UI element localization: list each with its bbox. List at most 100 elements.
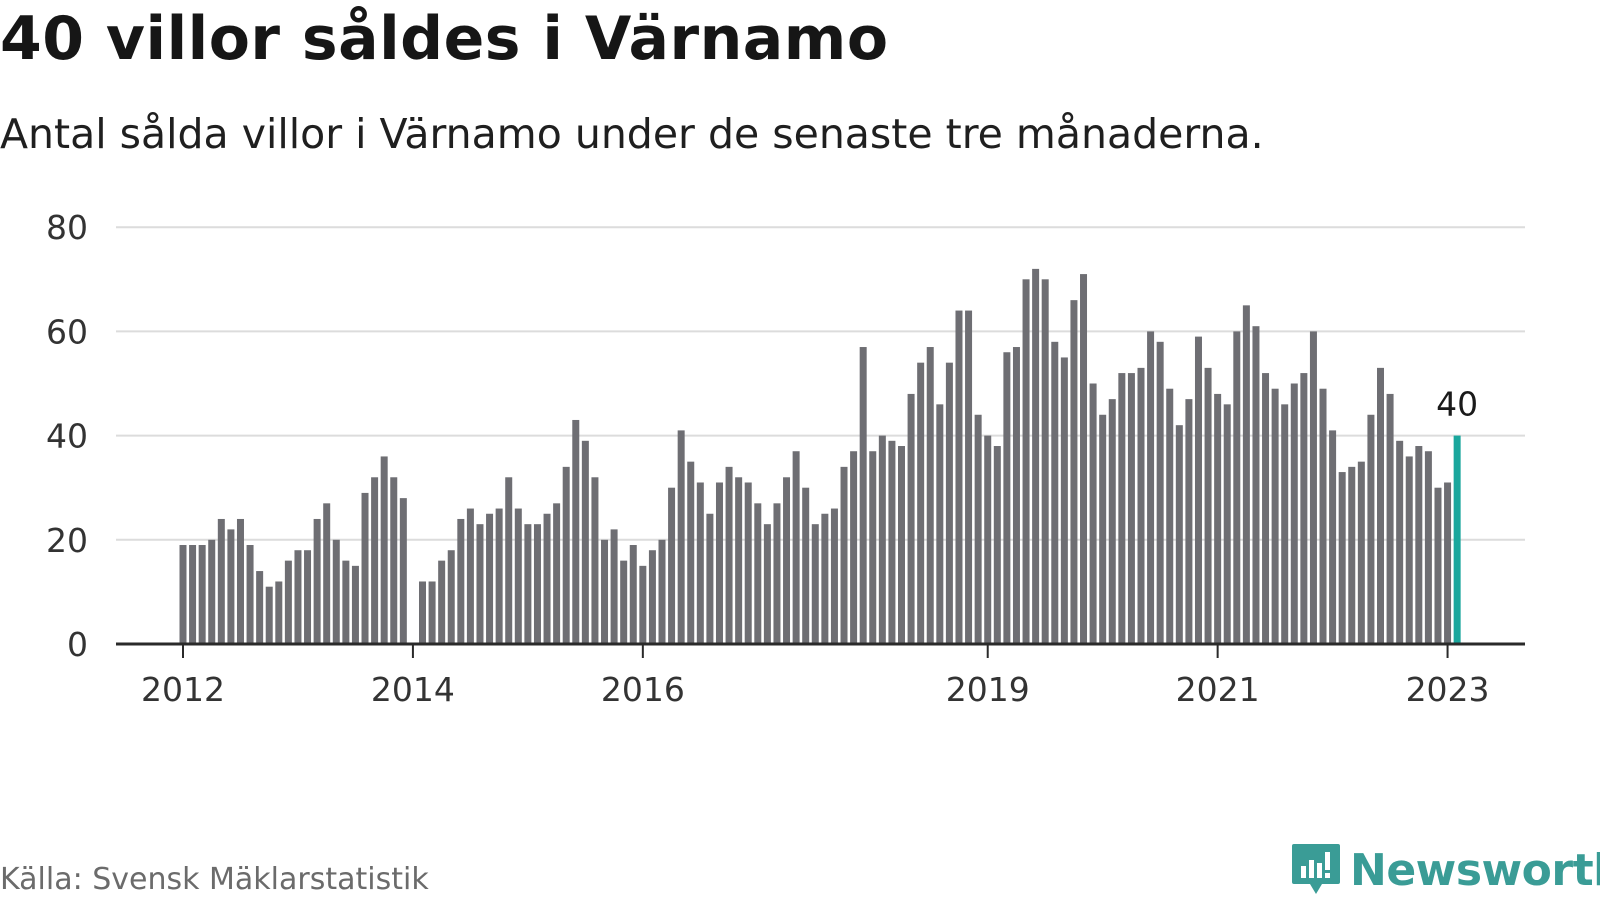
- x-tick-label: 2016: [601, 670, 685, 709]
- y-tick-label: 20: [46, 521, 88, 560]
- bar: [466, 508, 474, 644]
- highlight-bar: [1453, 435, 1461, 644]
- bar: [457, 518, 465, 644]
- y-tick-label: 40: [46, 417, 88, 456]
- bar: [1338, 472, 1346, 644]
- bar: [533, 524, 541, 644]
- bar: [792, 451, 800, 644]
- bar: [1405, 456, 1413, 644]
- bar: [1367, 414, 1375, 644]
- bar: [1060, 357, 1068, 644]
- bar: [1357, 461, 1365, 644]
- bar: [850, 451, 858, 644]
- bar: [351, 565, 359, 644]
- bar: [332, 539, 340, 644]
- bar: [1051, 341, 1059, 644]
- bar: [1262, 373, 1270, 644]
- bar: [495, 508, 503, 644]
- bar: [505, 477, 513, 644]
- bar: [725, 466, 733, 644]
- chart-title: 40 villor såldes i Värnamo: [0, 4, 889, 74]
- bar: [1175, 425, 1183, 644]
- x-tick-label: 2019: [946, 670, 1030, 709]
- bar: [246, 545, 254, 644]
- bar: [419, 581, 426, 644]
- bar: [591, 477, 599, 644]
- bar: [639, 565, 647, 644]
- bar: [304, 550, 312, 644]
- bar: [1080, 274, 1088, 644]
- bar: [1012, 347, 1020, 644]
- bar: [773, 503, 781, 644]
- bar: [1185, 399, 1193, 644]
- bar: [1204, 367, 1212, 644]
- x-tick-label: 2021: [1176, 670, 1260, 709]
- bar: [1070, 300, 1078, 644]
- bar: [1041, 279, 1049, 644]
- bar: [1214, 393, 1222, 644]
- bar: [1290, 383, 1298, 644]
- bar: [687, 461, 695, 644]
- bar: [1194, 336, 1202, 644]
- bar: [677, 430, 685, 644]
- bar: [620, 560, 628, 644]
- bar: [878, 435, 886, 644]
- y-tick-label: 80: [46, 208, 88, 247]
- bar: [648, 550, 656, 644]
- bar: [1271, 388, 1279, 644]
- bar: [965, 310, 973, 644]
- bar: [1329, 430, 1337, 644]
- bar: [754, 503, 762, 644]
- bar: [390, 477, 398, 644]
- bar: [936, 404, 944, 644]
- bar: [658, 539, 666, 644]
- bar: [926, 347, 934, 644]
- chart-subtitle: Antal sålda villor i Värnamo under de se…: [0, 110, 1264, 158]
- bar: [1147, 331, 1155, 644]
- bar: [1300, 373, 1308, 644]
- brand-name: Newsworthy: [1350, 844, 1600, 896]
- bar: [696, 482, 704, 644]
- bar: [1242, 305, 1250, 644]
- bar: [763, 524, 771, 644]
- bar: [993, 446, 1001, 644]
- bar: [1166, 388, 1174, 644]
- bar: [601, 539, 609, 644]
- bar: [284, 560, 292, 644]
- bar: [208, 539, 216, 644]
- bar: [629, 545, 637, 644]
- bar: [447, 550, 455, 644]
- bar: [342, 560, 350, 644]
- bar: [1118, 373, 1126, 644]
- brand-logo: Newsworthy: [1290, 842, 1600, 898]
- bar: [313, 518, 321, 644]
- bar: [668, 487, 676, 644]
- bar: [1137, 367, 1145, 644]
- bar: [227, 529, 235, 644]
- bar: [1089, 383, 1097, 644]
- bar: [256, 571, 264, 644]
- bar: [1377, 367, 1384, 644]
- bar: [371, 477, 379, 644]
- bar: [945, 362, 953, 644]
- bar: [1252, 326, 1260, 644]
- bar: [361, 492, 369, 644]
- newsworthy-logo-icon: [1292, 844, 1340, 894]
- bar: [907, 393, 915, 644]
- source-note: Källa: Svensk Mäklarstatistik: [0, 862, 429, 897]
- bar: [1415, 446, 1423, 644]
- bar: [1396, 440, 1404, 644]
- bar: [1309, 331, 1317, 644]
- bar: [198, 545, 206, 644]
- bar: [1434, 487, 1442, 644]
- bar: [275, 581, 283, 644]
- bar: [859, 347, 867, 644]
- bar: [1386, 393, 1394, 644]
- y-tick-label: 0: [67, 625, 88, 664]
- bar: [323, 503, 331, 644]
- bar: [1281, 404, 1289, 644]
- bar: [811, 524, 819, 644]
- bar: [974, 414, 982, 644]
- bar: [802, 487, 810, 644]
